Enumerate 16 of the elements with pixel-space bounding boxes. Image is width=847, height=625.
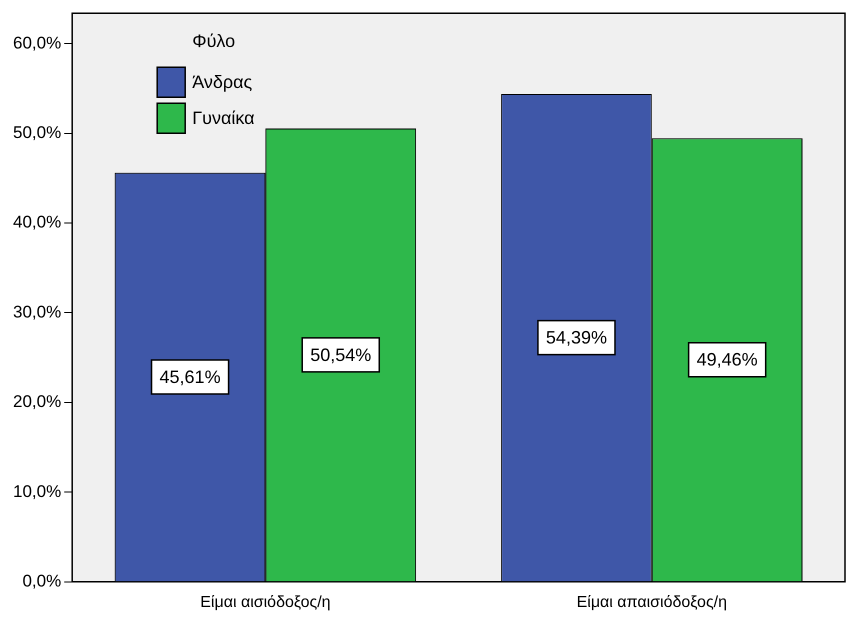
y-tick-label: 0,0% (22, 571, 62, 590)
data-label: 45,61% (160, 366, 221, 387)
y-tick-label: 10,0% (13, 482, 62, 501)
y-tick-label: 30,0% (13, 302, 62, 322)
y-tick-label: 20,0% (13, 392, 62, 412)
x-tick-label: Είμαι απαισιόδοξος/η (576, 594, 727, 611)
legend-label: Γυναίκα (192, 108, 255, 128)
data-label: 50,54% (310, 344, 372, 365)
x-tick-label: Είμαι αισιόδοξος/η (200, 594, 331, 611)
data-label: 49,46% (696, 350, 758, 370)
data-label: 54,39% (546, 328, 607, 348)
legend-label: Άνδρας (192, 72, 253, 92)
y-tick-label: 60,0% (13, 33, 62, 52)
legend-title: Φύλο (192, 31, 236, 52)
y-tick-label: 40,0% (13, 212, 62, 232)
y-tick-label: 50,0% (13, 123, 62, 142)
